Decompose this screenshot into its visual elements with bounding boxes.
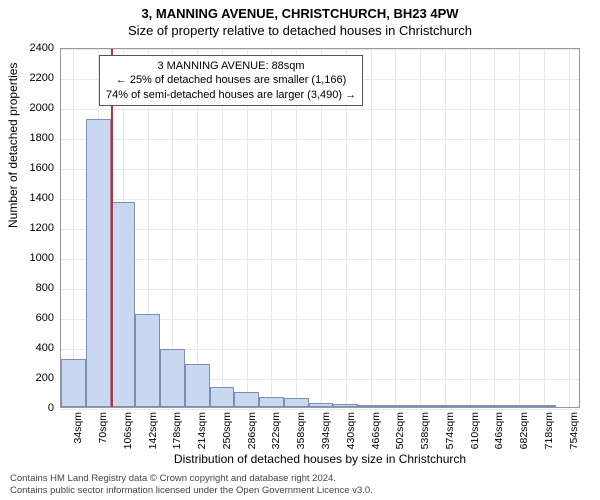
histogram-bar: [86, 119, 111, 407]
histogram-bar: [531, 405, 556, 407]
marker-info-box: 3 MANNING AVENUE: 88sqm ← 25% of detache…: [99, 55, 363, 106]
x-tick-label: 502sqm: [394, 412, 406, 449]
chart-container: 3, MANNING AVENUE, CHRISTCHURCH, BH23 4P…: [0, 0, 600, 500]
credits-line2: Contains public sector information licen…: [10, 485, 373, 496]
x-tick-label: 322sqm: [270, 412, 282, 449]
y-tick-label: 2200: [30, 72, 54, 84]
gridline-h: [61, 229, 579, 230]
histogram-bar: [210, 387, 235, 407]
x-tick-label: 286sqm: [246, 412, 258, 449]
histogram-bar: [259, 397, 284, 407]
chart-title-address: 3, MANNING AVENUE, CHRISTCHURCH, BH23 4P…: [0, 0, 600, 21]
histogram-bar: [507, 405, 532, 407]
histogram-bar: [457, 405, 482, 407]
histogram-bar: [111, 202, 136, 408]
gridline-v: [371, 49, 372, 407]
y-tick-label: 800: [36, 282, 54, 294]
gridline-h: [61, 289, 579, 290]
histogram-bar: [309, 403, 334, 408]
y-tick-label: 1000: [30, 252, 54, 264]
histogram-bar: [160, 349, 185, 408]
gridline-v: [544, 49, 545, 407]
x-tick-label: 646sqm: [493, 412, 505, 449]
y-axis-label: Number of detached properties: [6, 63, 20, 228]
x-tick-label: 106sqm: [122, 412, 134, 449]
histogram-bar: [358, 405, 383, 407]
plot-area: 3 MANNING AVENUE: 88sqm ← 25% of detache…: [60, 48, 580, 408]
gridline-v: [470, 49, 471, 407]
info-line-property: 3 MANNING AVENUE: 88sqm: [106, 59, 356, 73]
info-line-larger: 74% of semi-detached houses are larger (…: [106, 88, 356, 102]
y-tick-label: 1800: [30, 132, 54, 144]
gridline-v: [395, 49, 396, 407]
gridline-v: [494, 49, 495, 407]
x-tick-label: 718sqm: [543, 412, 555, 449]
x-tick-label: 430sqm: [345, 412, 357, 449]
histogram-bar: [284, 398, 309, 407]
y-tick-label: 0: [48, 402, 54, 414]
x-tick-label: 142sqm: [147, 412, 159, 449]
chart-subtitle: Size of property relative to detached ho…: [0, 21, 600, 42]
histogram-bar: [333, 404, 358, 407]
gridline-h: [61, 139, 579, 140]
y-tick-label: 1200: [30, 222, 54, 234]
y-tick-label: 600: [36, 312, 54, 324]
x-tick-label: 574sqm: [444, 412, 456, 449]
gridline-v: [73, 49, 74, 407]
x-tick-label: 34sqm: [72, 412, 84, 444]
gridline-h: [61, 109, 579, 110]
y-tick-label: 1600: [30, 162, 54, 174]
info-line-smaller: ← 25% of detached houses are smaller (1,…: [106, 73, 356, 87]
gridline-h: [61, 259, 579, 260]
x-tick-label: 250sqm: [221, 412, 233, 449]
histogram-bar: [185, 364, 210, 407]
x-tick-label: 754sqm: [568, 412, 580, 449]
histogram-bar: [383, 405, 408, 407]
x-tick-label: 70sqm: [97, 412, 109, 444]
x-tick-label: 214sqm: [196, 412, 208, 449]
gridline-v: [569, 49, 570, 407]
gridline-v: [420, 49, 421, 407]
gridline-h: [61, 199, 579, 200]
histogram-bar: [234, 392, 259, 407]
credits: Contains HM Land Registry data © Crown c…: [10, 473, 373, 496]
x-tick-label: 358sqm: [295, 412, 307, 449]
x-tick-label: 394sqm: [320, 412, 332, 449]
x-tick-label: 466sqm: [370, 412, 382, 449]
x-tick-label: 610sqm: [469, 412, 481, 449]
y-tick-label: 1400: [30, 192, 54, 204]
gridline-v: [519, 49, 520, 407]
y-tick-label: 2400: [30, 42, 54, 54]
y-tick-label: 400: [36, 342, 54, 354]
y-tick-label: 200: [36, 372, 54, 384]
x-axis-label: Distribution of detached houses by size …: [60, 452, 580, 466]
x-tick-label: 682sqm: [518, 412, 530, 449]
y-tick-label: 2000: [30, 102, 54, 114]
gridline-h: [61, 49, 579, 50]
x-axis: 34sqm 70sqm 106sqm 142sqm 178sqm 214sqm 250sqm…: [60, 408, 580, 458]
histogram-bar: [135, 314, 160, 407]
histogram-bar: [482, 405, 507, 407]
histogram-bar: [61, 359, 86, 407]
histogram-bar: [432, 405, 457, 407]
gridline-h: [61, 169, 579, 170]
gridline-v: [445, 49, 446, 407]
histogram-bar: [408, 405, 433, 407]
x-tick-label: 538sqm: [419, 412, 431, 449]
x-tick-label: 178sqm: [171, 412, 183, 449]
credits-line1: Contains HM Land Registry data © Crown c…: [10, 473, 373, 484]
